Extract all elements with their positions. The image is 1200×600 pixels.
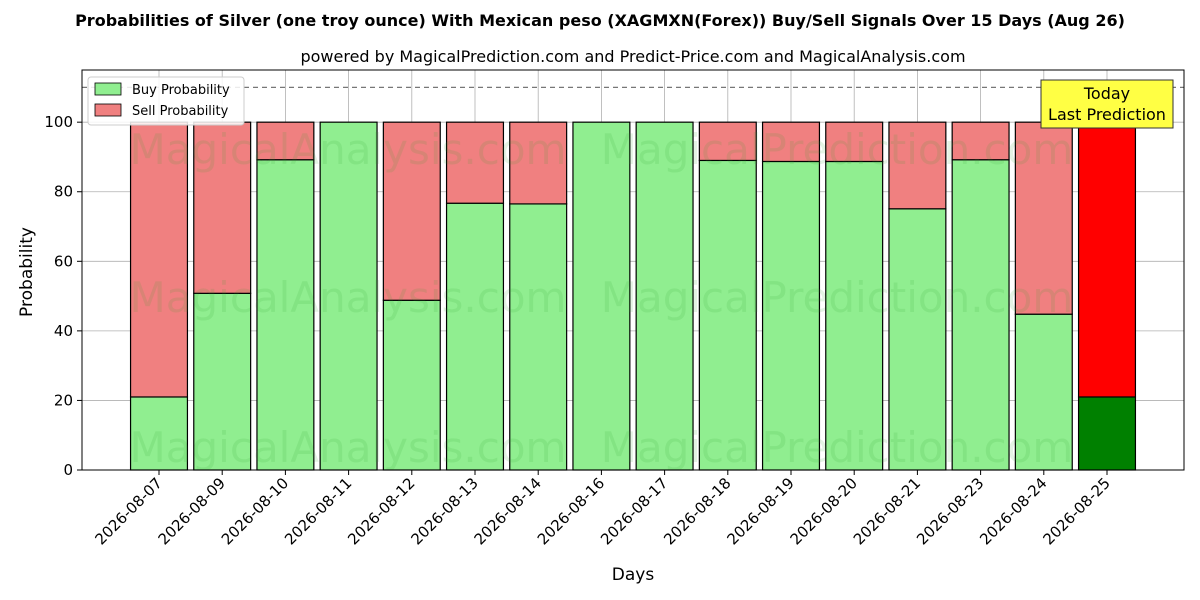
- y-axis-ticks: 0 20 40 60 80 100: [44, 113, 82, 479]
- buy-bar: [951, 159, 1010, 471]
- x-tick-label: 2026-08-19: [723, 474, 797, 548]
- buy-bar: [1077, 396, 1137, 471]
- sell-bar: [509, 121, 568, 205]
- x-tick-label: 2026-08-16: [534, 474, 608, 548]
- buy-bar: [825, 160, 884, 471]
- watermark-text: MagicalPrediction.com: [601, 423, 1074, 472]
- chart-title: Probabilities of Silver (one troy ounce)…: [75, 11, 1125, 30]
- sell-bar: [698, 121, 757, 162]
- sell-bar: [256, 121, 315, 161]
- chart-subtitle: powered by MagicalPrediction.com and Pre…: [300, 47, 965, 66]
- buy-bar: [319, 121, 378, 471]
- x-tick-label: 2026-08-18: [660, 474, 734, 548]
- watermark-text: MagicalAnalysis.com: [130, 423, 567, 472]
- y-tick-label: 100: [44, 113, 73, 131]
- sell-bar: [445, 121, 505, 204]
- y-tick-label: 80: [54, 183, 73, 201]
- bars: [129, 121, 1137, 471]
- buy-bar: [888, 208, 947, 471]
- y-tick-label: 0: [63, 461, 73, 479]
- legend: Buy Probability Sell Probability: [87, 76, 245, 126]
- x-axis-ticks: 2026-08-072026-08-092026-08-102026-08-11…: [91, 470, 1114, 548]
- legend-sell-label: Sell Probability: [132, 104, 229, 119]
- watermark-text: MagicalAnalysis.com: [130, 273, 567, 322]
- watermark-text: MagicalAnalysis.com: [130, 125, 567, 174]
- buy-bar: [1014, 313, 1073, 471]
- buy-bar: [256, 159, 315, 471]
- watermarks: MagicalAnalysis.com MagicalPrediction.com…: [130, 125, 1074, 472]
- sell-bar: [888, 121, 947, 210]
- buy-bar: [572, 121, 631, 471]
- sell-bar: [129, 121, 189, 398]
- x-tick-label: 2026-08-21: [850, 474, 924, 548]
- plot-frame: [81, 69, 1185, 471]
- x-tick-label: 2026-08-25: [1039, 474, 1113, 548]
- y-tick-label: 40: [54, 322, 73, 340]
- sell-bar: [1077, 121, 1137, 398]
- y-tick-label: 20: [54, 391, 73, 409]
- buy-bar: [698, 159, 757, 471]
- annotation-line-1: Today: [1083, 84, 1130, 103]
- x-tick-label: 2026-08-07: [91, 474, 165, 548]
- today-annotation: Today Last Prediction: [1040, 79, 1174, 129]
- legend-buy-swatch: [94, 82, 122, 96]
- sell-bar: [951, 121, 1010, 161]
- buy-bar: [509, 203, 568, 471]
- sell-bar: [825, 121, 884, 163]
- x-tick-label: 2026-08-09: [155, 474, 229, 548]
- watermark-text: MagicalPrediction.com: [601, 273, 1074, 322]
- x-tick-label: 2026-08-11: [281, 474, 355, 548]
- sell-bar: [382, 121, 441, 301]
- x-tick-label: 2026-08-12: [344, 474, 418, 548]
- annotation-line-2: Last Prediction: [1048, 105, 1166, 124]
- watermark-text: MagicalPrediction.com: [601, 125, 1074, 174]
- x-tick-label: 2026-08-14: [471, 474, 545, 548]
- buy-bar: [193, 292, 252, 471]
- legend-buy-label: Buy Probability: [132, 83, 230, 98]
- buy-bar: [445, 202, 505, 471]
- y-axis-label: Probability: [17, 227, 37, 317]
- sell-bar: [761, 121, 821, 163]
- x-tick-label: 2026-08-23: [913, 474, 987, 548]
- x-axis-label: Days: [612, 565, 655, 585]
- x-tick-label: 2026-08-17: [597, 474, 671, 548]
- legend-sell-swatch: [94, 103, 122, 117]
- legend-box: [87, 76, 245, 126]
- x-tick-label: 2026-08-24: [976, 474, 1050, 548]
- x-tick-label: 2026-08-10: [218, 474, 292, 548]
- annotation-box: [1040, 79, 1174, 129]
- x-tick-label: 2026-08-13: [407, 474, 481, 548]
- buy-bar: [635, 121, 694, 471]
- buy-bar: [761, 160, 821, 471]
- x-tick-label: 2026-08-20: [787, 474, 861, 548]
- y-tick-label: 60: [54, 252, 73, 270]
